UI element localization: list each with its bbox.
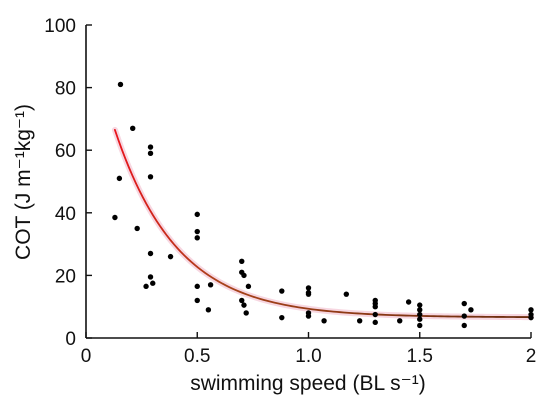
- x-ticks: 0 0.5 1.0 1.5 2: [81, 332, 537, 367]
- data-point: [461, 322, 467, 329]
- x-tick-label: 1.5: [407, 346, 433, 367]
- data-point: [147, 174, 154, 180]
- data-point: [239, 297, 245, 304]
- fit-curve-group: [111, 126, 534, 321]
- data-point: [239, 258, 245, 265]
- x-tick-label: 2: [526, 346, 537, 367]
- data-point: [194, 235, 200, 241]
- y-tick-label: 40: [55, 204, 76, 225]
- data-point: [305, 285, 312, 291]
- data-point: [372, 304, 378, 310]
- data-point: [372, 319, 378, 326]
- data-point: [305, 291, 312, 297]
- data-point: [417, 311, 423, 318]
- data-point: [241, 272, 247, 279]
- data-point: [343, 291, 350, 297]
- data-point: [130, 125, 136, 131]
- data-point: [279, 314, 285, 321]
- data-point: [321, 318, 327, 324]
- data-point: [417, 307, 423, 313]
- data-point: [356, 318, 363, 324]
- data-point: [417, 302, 423, 308]
- x-tick-label: 0: [81, 346, 92, 367]
- data-point: [194, 283, 200, 290]
- data-point: [241, 302, 247, 308]
- data-point: [245, 283, 252, 290]
- y-tick-label: 80: [55, 79, 76, 100]
- data-point: [134, 225, 140, 232]
- data-point: [117, 81, 124, 88]
- data-point: [150, 280, 156, 286]
- data-point: [112, 214, 118, 221]
- data-point: [372, 311, 378, 318]
- data-point: [397, 318, 403, 324]
- y-axis-label: COT (J m⁻¹kg⁻¹): [12, 104, 35, 260]
- y-tick-label: 20: [55, 266, 76, 287]
- fit-curve: [114, 129, 532, 318]
- data-point: [207, 282, 214, 288]
- data-point: [528, 307, 534, 313]
- data-point: [194, 297, 200, 304]
- data-point: [147, 144, 154, 150]
- data-point: [194, 211, 200, 218]
- data-point: [147, 250, 154, 257]
- data-point: [147, 274, 154, 280]
- y-ticks: 0 20 40 60 80 100: [44, 16, 92, 350]
- data-point: [279, 288, 285, 294]
- data-point: [468, 307, 474, 313]
- data-point: [243, 310, 249, 316]
- x-tick-label: 0.5: [184, 346, 210, 367]
- y-tick-label: 0: [65, 329, 76, 350]
- data-point: [405, 299, 412, 305]
- data-point: [116, 175, 123, 182]
- y-tick-label: 60: [55, 141, 76, 162]
- data-point: [167, 253, 174, 260]
- data-point: [143, 283, 149, 290]
- data-points: [112, 81, 534, 329]
- data-point: [461, 300, 467, 307]
- x-axis-label: swimming speed (BL s⁻¹): [190, 372, 426, 395]
- y-tick-label: 100: [44, 16, 76, 37]
- data-point: [305, 313, 312, 319]
- data-point: [205, 307, 212, 313]
- data-point: [417, 322, 423, 329]
- fit-curve-glow: [111, 126, 534, 321]
- data-point: [528, 314, 534, 321]
- data-point: [147, 150, 154, 157]
- data-point: [461, 313, 467, 319]
- data-point: [194, 228, 200, 235]
- x-tick-label: 1.0: [295, 346, 321, 367]
- data-point: [417, 316, 423, 322]
